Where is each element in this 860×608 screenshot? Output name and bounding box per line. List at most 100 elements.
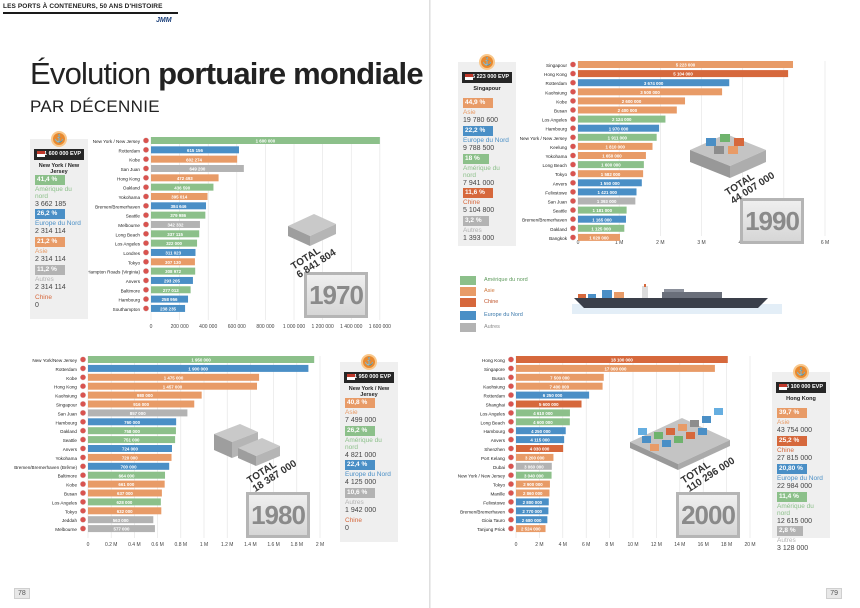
port-label: Anvers (491, 438, 506, 443)
flag-icon (507, 356, 514, 363)
port-label: Los Angeles (480, 411, 506, 416)
bar-value-label: 2 600 000 (622, 99, 642, 104)
bar-value-label: 379 986 (170, 213, 186, 218)
x-tick-label: 1 000 000 (283, 324, 305, 330)
port-label: San Juan (121, 167, 141, 172)
region-volume: 5 104 800 (463, 207, 495, 214)
data-bar (578, 161, 644, 169)
region-share: 18 % Amérique du nord 7 941 000 (463, 154, 512, 188)
region-share-pct: 22,4 % (345, 460, 375, 470)
decade-label-2000: 2000 (676, 492, 740, 538)
bar-value-label: 238 235 (160, 307, 176, 312)
data-bar (151, 174, 219, 182)
region-share-pct: 11,2 % (35, 265, 65, 275)
data-bar (578, 79, 730, 87)
data-bar (578, 106, 677, 114)
flag-icon (569, 61, 576, 68)
region-volume: 2 314 114 (35, 256, 66, 263)
bar-value-label: 2 680 000 (522, 518, 542, 523)
data-bar (88, 480, 165, 488)
data-bar (516, 453, 554, 461)
flag-icon (37, 151, 45, 157)
data-bar (88, 364, 309, 372)
port-label: Baltimore (58, 474, 78, 479)
data-bar (516, 507, 549, 515)
flag-icon (79, 418, 86, 425)
flag-icon (507, 436, 514, 443)
data-bar (516, 409, 570, 417)
region-share: 21,2 % Asie 2 314 114 (35, 237, 84, 264)
port-label: Anvers (63, 447, 78, 452)
port-label: Hong Kong (117, 176, 140, 181)
top-port-value: 18 100 000 EVP (782, 384, 823, 390)
region-name: Amérique du nord (345, 437, 382, 451)
data-bar (516, 382, 603, 390)
data-bar (88, 400, 195, 408)
bar-value-label: 2 770 000 (522, 509, 542, 514)
flag-icon (142, 156, 149, 163)
bar-value-label: 3 500 000 (640, 90, 660, 95)
chart-1970: 0 200 000 400 000 600 000 800 000 1 000 000 1 … (0, 134, 430, 334)
decade-label-1980: 1980 (246, 492, 310, 538)
region-share-pct: 3,2 % (463, 216, 489, 226)
top-port-name: Hong Kong (786, 396, 816, 402)
region-share: 40,8 % Asie 7 499 000 (345, 398, 394, 425)
port-label: Los Angeles (52, 500, 78, 505)
flag-icon (142, 202, 149, 209)
region-share-pct: 26,2 % (345, 426, 375, 436)
region-volume: 0 (35, 302, 39, 309)
port-label: Bremen/Bremerhaven (460, 509, 505, 514)
region-volume: 9 788 500 (463, 145, 495, 152)
region-share-pct: 10,6 % (345, 488, 375, 498)
bar-value-label: 1 550 000 (600, 181, 620, 186)
legend-swatch-europe (460, 311, 476, 320)
port-label: Hambourg (484, 429, 506, 434)
data-bar (578, 61, 794, 68)
data-bar (151, 304, 186, 312)
bar-value-label: 664 000 (119, 473, 135, 478)
port-label: Dubai (493, 465, 505, 470)
data-bar (88, 373, 260, 381)
bar-value-label: 1 457 000 (163, 384, 183, 389)
port-label: Kaohsiung (55, 394, 77, 399)
x-tick-label: 1 200 000 (312, 324, 334, 330)
x-tick-label: 0 (577, 240, 580, 246)
bar-value-label: 3 674 000 (644, 81, 664, 86)
data-bar (88, 436, 176, 444)
flag-icon (142, 146, 149, 153)
region-share-pct: 11,6 % (463, 188, 493, 198)
data-bar (516, 489, 550, 497)
bar-value-label: 2 900 000 (523, 482, 543, 487)
region-name: Europe du Nord (345, 471, 391, 478)
region-share-pct: 40,8 % (345, 398, 375, 408)
flag-icon (569, 152, 576, 159)
flag-icon (507, 498, 514, 505)
x-tick-label: 0.8 M (175, 542, 188, 548)
bar-value-label: 342 332 (168, 223, 184, 228)
region-share: 2,8 % Autres 3 128 000 (777, 526, 826, 553)
bar-value-label: 1 181 000 (593, 208, 613, 213)
data-bar (578, 152, 646, 159)
legend-swatch-china (460, 298, 476, 307)
decade-label-1970: 1970 (304, 272, 368, 318)
data-bar (578, 170, 644, 178)
port-label: Singapour (546, 63, 567, 68)
flag-icon (569, 225, 576, 232)
bar-value-label: 17 000 000 (604, 367, 627, 372)
legend-label-china: Chine (484, 299, 499, 305)
x-tick-label: 200 000 (171, 324, 189, 330)
x-tick-label: 4 M (559, 542, 567, 548)
containers-1980 (212, 418, 282, 468)
bar-value-label: 1 421 000 (597, 190, 617, 195)
region-share-pct: 41,4 % (35, 175, 65, 185)
flag-icon (347, 374, 355, 380)
region-volume: 4 125 000 (345, 479, 377, 486)
bar-value-label: 4 115 000 (530, 438, 550, 443)
flag-icon (142, 277, 149, 284)
region-share-pct: 26,2 % (35, 209, 65, 219)
data-bar (88, 409, 188, 417)
region-share-pct: 11,4 % (777, 492, 807, 502)
flag-icon (507, 463, 514, 470)
port-label: Southampton (113, 307, 141, 312)
